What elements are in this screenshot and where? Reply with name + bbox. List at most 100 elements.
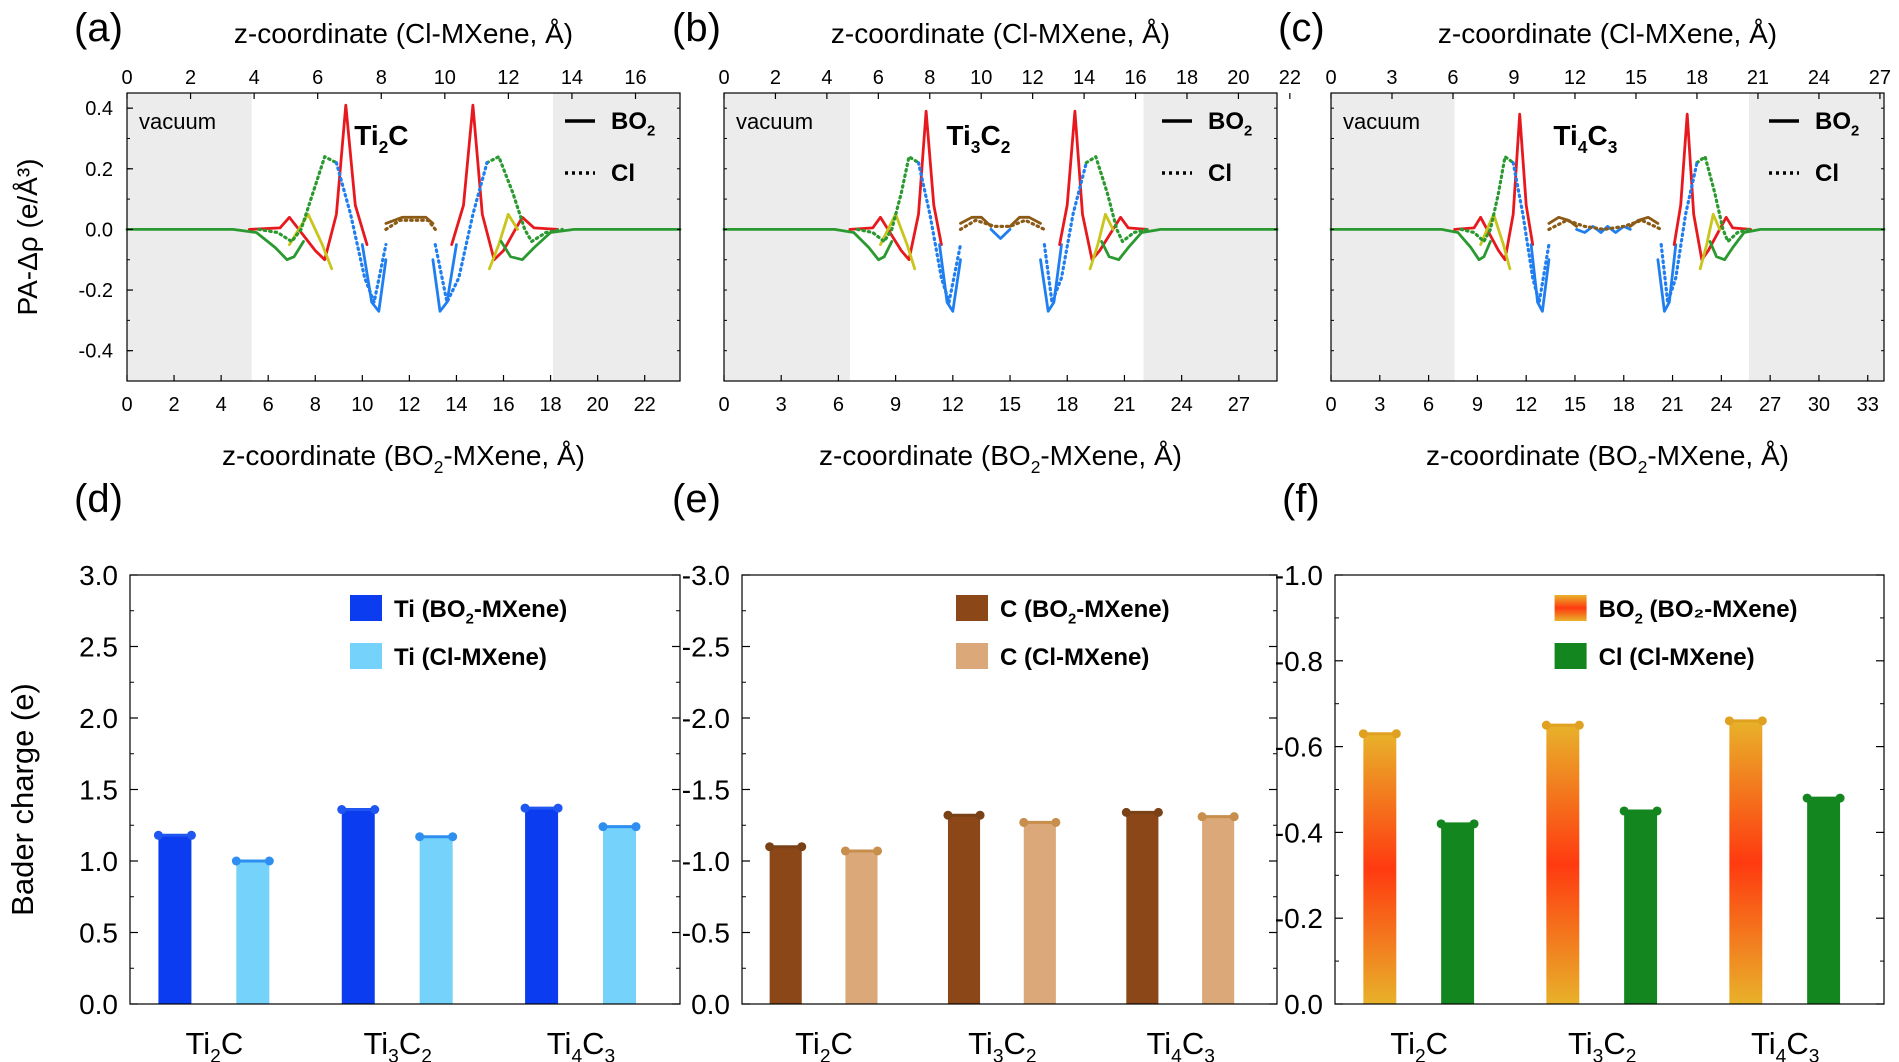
bar-cap-dot (1469, 819, 1479, 829)
y-tick-label: -0.2 (79, 280, 113, 302)
plot-title-part: 3 (1608, 137, 1618, 157)
plot-frame (1330, 92, 1885, 382)
bar-series1 (1546, 725, 1580, 1004)
y-tick-label: -0.2 (1275, 903, 1323, 934)
x-tick-label: 33 (1857, 394, 1879, 416)
top-x-tick-label: 15 (1625, 67, 1647, 89)
bar-cap-dot (1051, 817, 1061, 827)
series-line-solid (487, 212, 519, 271)
y-tick-label: 0.4 (85, 98, 113, 120)
plot-frame (741, 574, 1278, 1005)
bar-series1 (525, 808, 559, 1004)
series-line-solid (959, 215, 993, 228)
top-x-tick-label: 8 (924, 67, 935, 89)
series-line-solid (247, 103, 369, 262)
series-line-dotted (1695, 155, 1751, 244)
legend-label-part: 2 (1068, 612, 1076, 628)
bar-series2 (419, 836, 453, 1004)
panel-e: Ti2C Ti3C2 Ti4C30.0-0.5-1.0-1.5-2.0-2.5-3.… (672, 477, 1278, 1062)
legend-label-part: BO (1815, 108, 1851, 135)
series-line-dotted (1459, 155, 1515, 244)
category-label-part: 4 (1776, 1047, 1787, 1062)
plot-title-part: 4 (1578, 137, 1588, 157)
legend-label: Cl (1208, 160, 1232, 187)
y-tick-label: -1.0 (1275, 560, 1323, 591)
x-axis-title: z-coordinate (BO2-MXene, Å) (222, 440, 585, 477)
category-label-part: Ti (363, 1026, 388, 1061)
category-label: Ti4C3 (1751, 1026, 1819, 1062)
category-label-part: C (831, 1026, 853, 1061)
vacuum-label: vacuum (1343, 109, 1420, 134)
bar-cap-dot (1757, 716, 1767, 726)
x-tick-label: 3 (1374, 394, 1385, 416)
legend-label-part: BO (611, 108, 647, 135)
legend-label-part: -MXene) (474, 596, 567, 623)
y-tick-label: 0.0 (691, 989, 730, 1020)
legend-label: Ti (Cl-MXene) (394, 644, 547, 671)
panel-label: (c) (1278, 6, 1325, 50)
top-x-tick-label: 2 (770, 67, 781, 89)
legend-label-part: 2 (1244, 124, 1252, 140)
bar-cap-dot (1619, 806, 1629, 816)
bar-series1 (341, 809, 375, 1004)
x-tick-label: 18 (1056, 394, 1078, 416)
legend-swatch (956, 595, 988, 621)
bar-cap-dot (943, 810, 953, 820)
bar-series1 (947, 815, 981, 1004)
legend-label: BO2 (1815, 108, 1859, 140)
vacuum-label: vacuum (736, 109, 813, 134)
legend-label-part: 2 (1635, 612, 1643, 628)
bar-cap-dot (1019, 817, 1029, 827)
y-tick-label: 2.5 (79, 632, 118, 663)
vacuum-region (1331, 93, 1455, 381)
bar-cap-dot (1835, 793, 1845, 803)
category-label-part: C (399, 1026, 421, 1061)
category-label-part: Ti (1390, 1026, 1415, 1061)
category-label-part: Ti (547, 1026, 572, 1061)
plot-title-part: Ti (354, 120, 378, 151)
bar-cap-dot (1652, 806, 1662, 816)
plot-frame (126, 92, 681, 382)
category-label-part: 2 (820, 1047, 831, 1062)
y-tick-label: -1.5 (682, 775, 730, 806)
bar-cap-dot (797, 842, 807, 852)
bar-cap-dot (231, 856, 241, 866)
y-tick-label: -0.6 (1275, 732, 1323, 763)
y-tick-label: 3.0 (79, 560, 118, 591)
top-x-tick-label: 0 (1325, 67, 1336, 89)
legend-label-part: BO (1599, 596, 1635, 623)
x-tick-label: 9 (1472, 394, 1483, 416)
x-tick-label: 2 (169, 394, 180, 416)
category-label: Ti2C (795, 1026, 853, 1062)
bar-series2 (1624, 810, 1658, 1004)
series-line-solid (989, 227, 1012, 240)
x-tick-label: 20 (587, 394, 609, 416)
plot-frame (1334, 574, 1885, 1005)
category-label-part: C (1603, 1026, 1625, 1061)
legend-label-part: Cl (1208, 160, 1232, 187)
x-tick-label: 6 (263, 394, 274, 416)
vacuum-region (1143, 93, 1277, 381)
x-tick-label: 21 (1661, 394, 1683, 416)
series-line-solid (722, 227, 894, 262)
x-tick-label: 22 (634, 394, 656, 416)
series-line-solid (1100, 227, 1279, 262)
legend-swatch (1554, 643, 1587, 669)
x-tick-label: 10 (351, 394, 373, 416)
category-label-part: Ti (1146, 1026, 1171, 1061)
legend-label-part: -MXene) (1076, 596, 1169, 623)
top-x-tick-label: 12 (1022, 67, 1044, 89)
x-tick-label: 9 (890, 394, 901, 416)
x-axis-title-part: -MXene, Å) (1040, 440, 1182, 471)
top-axis-title: z-coordinate (Cl-MXene, Å) (831, 18, 1170, 49)
bar-cap-dot (1391, 729, 1401, 739)
legend-label: Cl (Cl-MXene) (1599, 644, 1755, 671)
x-tick-label: 16 (492, 394, 514, 416)
top-x-tick-label: 27 (1869, 67, 1891, 89)
panel-label: (d) (74, 477, 123, 521)
series-line-dotted (1659, 161, 1699, 304)
y-tick-label: 0.2 (85, 159, 113, 181)
x-tick-label: 15 (1564, 394, 1586, 416)
panel-label: (a) (74, 6, 123, 50)
